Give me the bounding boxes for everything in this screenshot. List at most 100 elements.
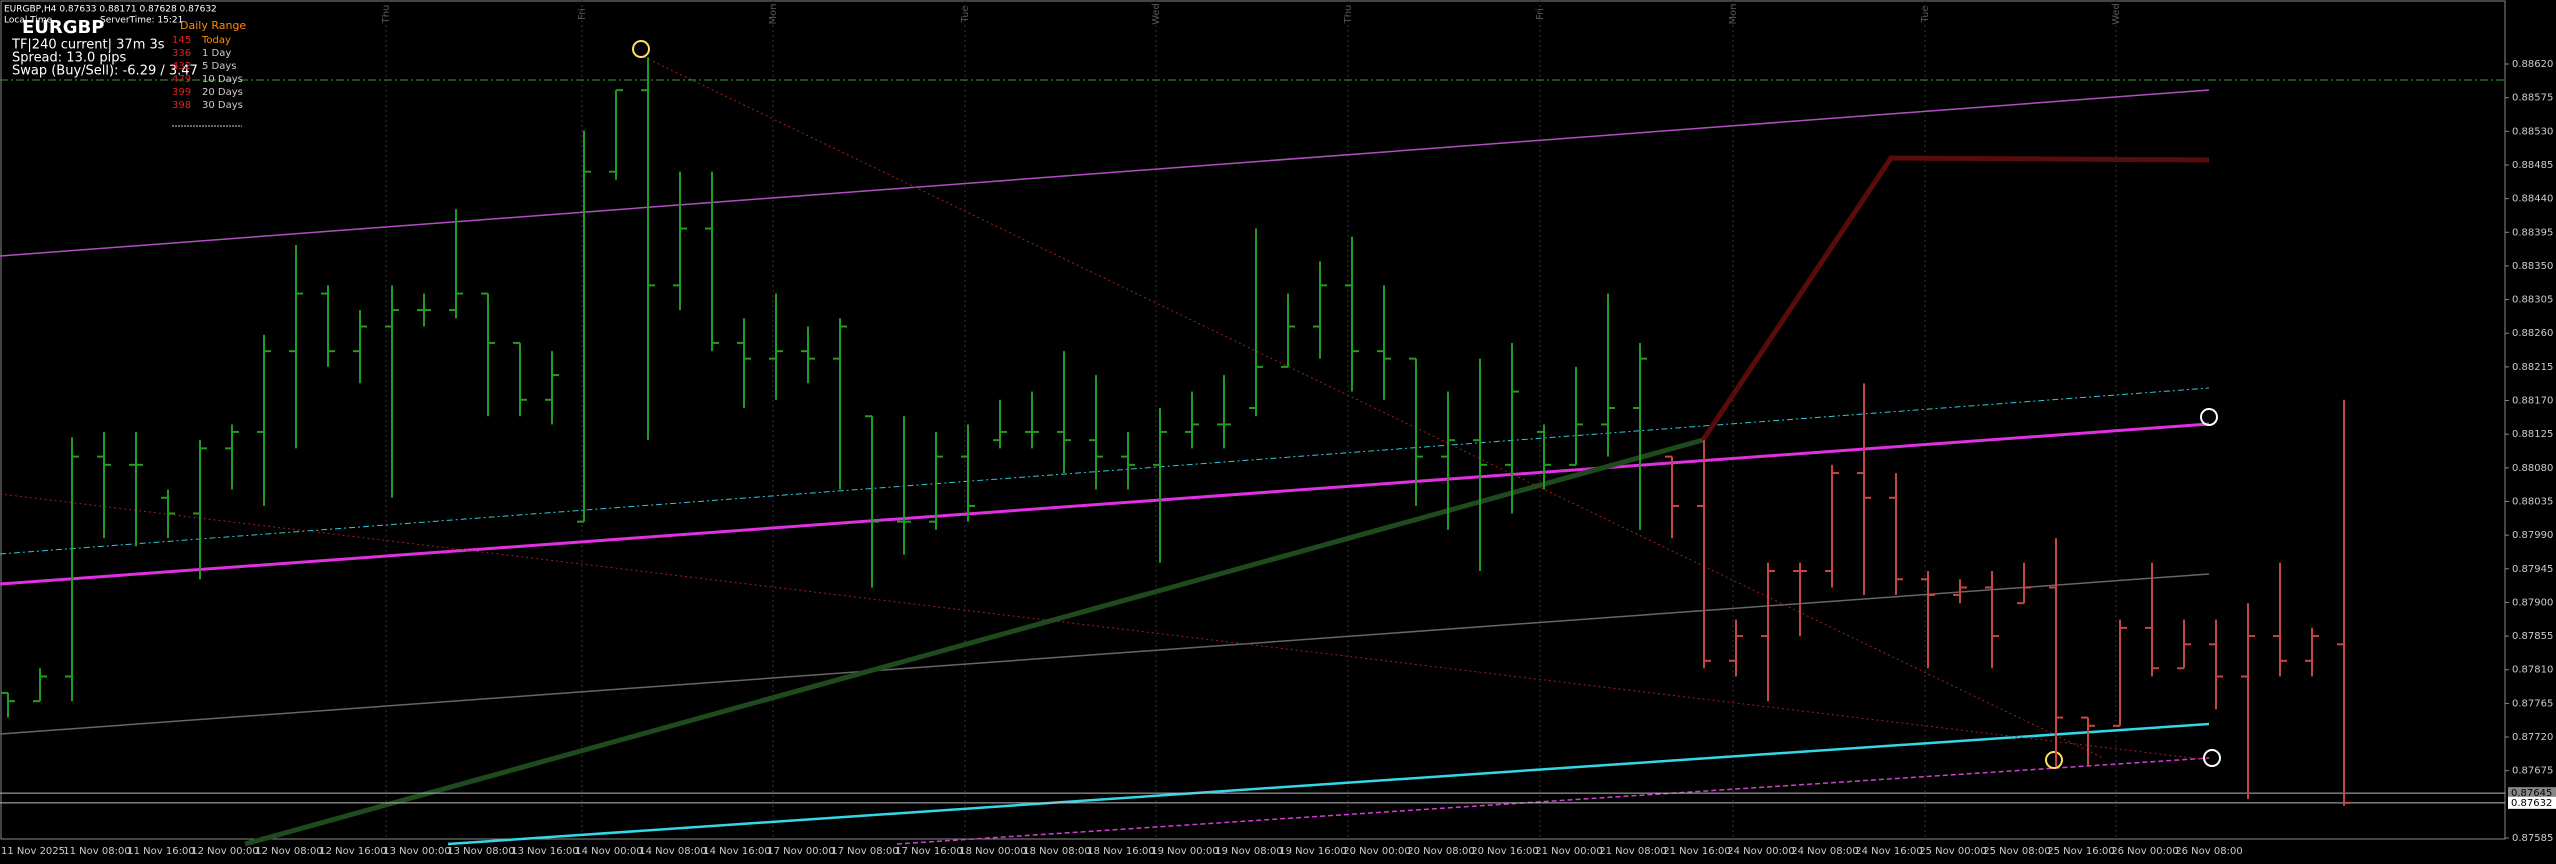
y-tick-label: 0.87810 bbox=[2512, 665, 2553, 676]
y-tick-label: 0.88305 bbox=[2512, 295, 2553, 306]
y-tick-label: 0.87585 bbox=[2512, 833, 2553, 844]
regression-line bbox=[0, 422, 2210, 586]
symbol: EURGBP bbox=[22, 17, 104, 38]
x-tick-label: 12 Nov 08:00 bbox=[255, 846, 322, 857]
price-tag-label: 0.87645 bbox=[2511, 788, 2552, 799]
x-tick-label: 26 Nov 08:00 bbox=[2175, 846, 2242, 857]
day-label: Mon bbox=[1728, 3, 1739, 24]
day-label: Wed bbox=[1151, 3, 1162, 25]
timeframe: TF|240 current| 37m 3s bbox=[11, 38, 165, 53]
y-tick-label: 0.88170 bbox=[2512, 396, 2553, 407]
x-tick-label: 21 Nov 16:00 bbox=[1663, 846, 1730, 857]
range-label: Today bbox=[201, 35, 231, 46]
range-label: 30 Days bbox=[202, 100, 243, 111]
y-tick-label: 0.88080 bbox=[2512, 463, 2553, 474]
trend-red bbox=[1700, 155, 2210, 442]
x-tick-label: 19 Nov 00:00 bbox=[1151, 846, 1218, 857]
y-tick-label: 0.88125 bbox=[2512, 429, 2553, 440]
range-label: 5 Days bbox=[202, 61, 237, 72]
y-tick-label: 0.88215 bbox=[2512, 362, 2553, 373]
range-value: 479 bbox=[172, 74, 191, 85]
y-tick-label: 0.87765 bbox=[2512, 698, 2553, 709]
marker bbox=[2200, 408, 2218, 426]
x-tick-label: 19 Nov 08:00 bbox=[1215, 846, 1282, 857]
day-label: Thu bbox=[1343, 5, 1354, 25]
x-tick-label: 13 Nov 00:00 bbox=[383, 846, 450, 857]
y-tick-label: 0.88440 bbox=[2512, 194, 2553, 205]
x-tick-label: 26 Nov 00:00 bbox=[2111, 846, 2178, 857]
y-tick-label: 0.88485 bbox=[2512, 160, 2553, 171]
y-tick-label: 0.88350 bbox=[2512, 261, 2553, 272]
x-tick-label: 17 Nov 08:00 bbox=[831, 846, 898, 857]
x-tick-label: 17 Nov 00:00 bbox=[767, 846, 834, 857]
swap: Swap (Buy/Sell): -6.29 / 3.47 bbox=[12, 64, 198, 79]
lower-dashed bbox=[896, 757, 2210, 845]
day-label: Thu bbox=[381, 5, 392, 25]
y-tick-label: 0.87945 bbox=[2512, 564, 2553, 575]
marker bbox=[2045, 751, 2063, 769]
marker bbox=[632, 40, 650, 58]
x-tick-label: 20 Nov 08:00 bbox=[1407, 846, 1474, 857]
x-tick-label: 19 Nov 16:00 bbox=[1279, 846, 1346, 857]
range-value: 336 bbox=[172, 48, 191, 59]
x-tick-label: 25 Nov 00:00 bbox=[1919, 846, 1986, 857]
range-label: 10 Days bbox=[202, 74, 243, 85]
x-tick-label: 24 Nov 16:00 bbox=[1855, 846, 1922, 857]
channel-mid bbox=[0, 387, 2210, 555]
range-title: Daily Range bbox=[180, 19, 246, 32]
y-tick-label: 0.87720 bbox=[2512, 732, 2553, 743]
y-tick-label: 0.88035 bbox=[2512, 496, 2553, 507]
y-tick-label: 0.87900 bbox=[2512, 597, 2553, 608]
y-tick-label: 0.88395 bbox=[2512, 227, 2553, 238]
range-value: 399 bbox=[172, 87, 191, 98]
x-tick-label: 11 Nov 08:00 bbox=[63, 846, 130, 857]
indicators bbox=[0, 40, 2505, 847]
x-tick-label: 17 Nov 16:00 bbox=[895, 846, 962, 857]
day-label: Wed bbox=[2111, 3, 2122, 25]
x-tick-label: 21 Nov 00:00 bbox=[1535, 846, 1602, 857]
channel-lower bbox=[447, 722, 2210, 846]
symbol-line: EURGBP,H4 0.87633 0.88171 0.87628 0.8763… bbox=[4, 5, 217, 15]
x-tick-label: 11 Nov 16:00 bbox=[127, 846, 194, 857]
price-tag bbox=[2508, 796, 2556, 809]
y-tick-label: 0.87855 bbox=[2512, 631, 2553, 642]
x-tick-label: 14 Nov 16:00 bbox=[703, 846, 770, 857]
day-label: Fri bbox=[577, 8, 588, 20]
x-tick-label: 11 Nov 2025 bbox=[1, 846, 65, 857]
x-tick-label: 14 Nov 00:00 bbox=[575, 846, 642, 857]
x-tick-label: 18 Nov 16:00 bbox=[1087, 846, 1154, 857]
price-tag bbox=[2508, 787, 2556, 800]
x-tick-label: 12 Nov 16:00 bbox=[319, 846, 386, 857]
x-tick-label: 24 Nov 00:00 bbox=[1727, 846, 1794, 857]
y-tick-label: 0.88575 bbox=[2512, 93, 2553, 104]
range-label: 1 Day bbox=[202, 48, 231, 59]
gray-line bbox=[0, 573, 2210, 735]
day-label: Tue bbox=[960, 5, 971, 23]
y-tick-label: 0.87990 bbox=[2512, 530, 2553, 541]
local-time: Local Time bbox=[4, 16, 53, 26]
x-tick-label: 25 Nov 16:00 bbox=[2047, 846, 2114, 857]
trend-up bbox=[244, 437, 1704, 847]
x-tick-label: 12 Nov 00:00 bbox=[191, 846, 258, 857]
x-tick-label: 18 Nov 00:00 bbox=[959, 846, 1026, 857]
range-label: 20 Days bbox=[202, 87, 243, 98]
y-tick-label: 0.88530 bbox=[2512, 126, 2553, 137]
y-tick-label: 0.87675 bbox=[2512, 766, 2553, 777]
range-value: 432 bbox=[172, 61, 191, 72]
day-label: Mon bbox=[768, 3, 779, 24]
x-tick-label: 14 Nov 08:00 bbox=[639, 846, 706, 857]
x-tick-label: 24 Nov 08:00 bbox=[1791, 846, 1858, 857]
day-label: Tue bbox=[1920, 5, 1931, 23]
range-value: 398 bbox=[172, 100, 191, 111]
y-tick-label: 0.88260 bbox=[2512, 328, 2553, 339]
x-tick-label: 18 Nov 08:00 bbox=[1023, 846, 1090, 857]
day-label: Fri bbox=[1535, 8, 1546, 20]
red-dotted bbox=[0, 493, 2210, 761]
x-tick-label: 20 Nov 00:00 bbox=[1343, 846, 1410, 857]
x-tick-label: 13 Nov 16:00 bbox=[511, 846, 578, 857]
x-tick-label: 20 Nov 16:00 bbox=[1471, 846, 1538, 857]
x-tick-label: 25 Nov 08:00 bbox=[1983, 846, 2050, 857]
channel-upper bbox=[0, 89, 2210, 257]
plot-frame bbox=[0, 0, 2506, 840]
